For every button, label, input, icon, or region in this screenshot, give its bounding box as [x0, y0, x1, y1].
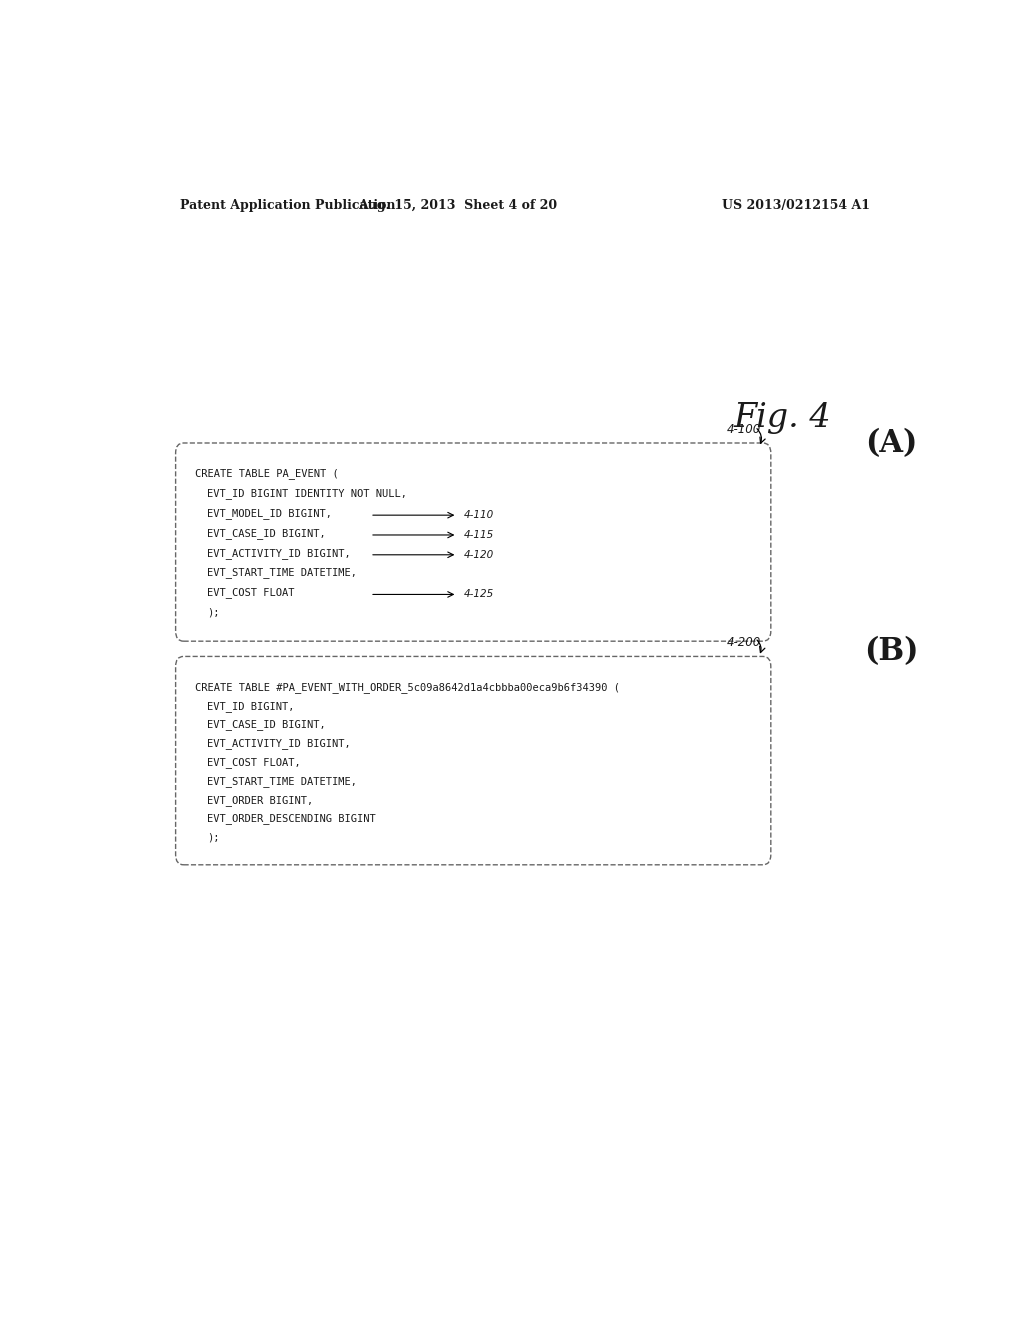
Text: (A): (A)	[865, 428, 918, 459]
FancyBboxPatch shape	[176, 444, 771, 642]
Text: );: );	[207, 833, 220, 842]
Text: Patent Application Publication: Patent Application Publication	[179, 199, 395, 213]
Text: Aug. 15, 2013  Sheet 4 of 20: Aug. 15, 2013 Sheet 4 of 20	[357, 199, 557, 213]
Text: 4-110: 4-110	[464, 510, 494, 520]
Text: 4-100: 4-100	[727, 422, 762, 436]
Text: EVT_START_TIME DATETIME,: EVT_START_TIME DATETIME,	[207, 568, 357, 578]
Text: EVT_CASE_ID BIGINT,: EVT_CASE_ID BIGINT,	[207, 719, 326, 730]
Text: EVT_CASE_ID BIGINT,: EVT_CASE_ID BIGINT,	[207, 528, 326, 539]
Text: EVT_COST FLOAT: EVT_COST FLOAT	[207, 587, 295, 598]
Text: CREATE TABLE PA_EVENT (: CREATE TABLE PA_EVENT (	[196, 469, 339, 479]
Text: EVT_ID BIGINT,: EVT_ID BIGINT,	[207, 701, 295, 711]
Text: 4-125: 4-125	[464, 590, 494, 599]
Text: 4-200: 4-200	[727, 636, 762, 649]
Text: EVT_START_TIME DATETIME,: EVT_START_TIME DATETIME,	[207, 776, 357, 787]
FancyBboxPatch shape	[176, 656, 771, 865]
Text: (B): (B)	[864, 636, 919, 667]
Text: US 2013/0212154 A1: US 2013/0212154 A1	[722, 199, 870, 213]
Text: 4-120: 4-120	[464, 550, 494, 560]
Text: EVT_ACTIVITY_ID BIGINT,: EVT_ACTIVITY_ID BIGINT,	[207, 548, 351, 558]
Text: CREATE TABLE #PA_EVENT_WITH_ORDER_5c09a8642d1a4cbbba00eca9b6f34390 (: CREATE TABLE #PA_EVENT_WITH_ORDER_5c09a8…	[196, 682, 621, 693]
Text: EVT_ACTIVITY_ID BIGINT,: EVT_ACTIVITY_ID BIGINT,	[207, 738, 351, 750]
Text: EVT_ORDER BIGINT,: EVT_ORDER BIGINT,	[207, 795, 313, 805]
Text: EVT_COST FLOAT,: EVT_COST FLOAT,	[207, 758, 301, 768]
Text: EVT_ORDER_DESCENDING BIGINT: EVT_ORDER_DESCENDING BIGINT	[207, 813, 376, 825]
Text: );: );	[207, 607, 220, 618]
Text: EVT_MODEL_ID BIGINT,: EVT_MODEL_ID BIGINT,	[207, 508, 333, 519]
Text: 4-115: 4-115	[464, 529, 494, 540]
Text: EVT_ID BIGINT IDENTITY NOT NULL,: EVT_ID BIGINT IDENTITY NOT NULL,	[207, 488, 408, 499]
Text: Fig. 4: Fig. 4	[734, 403, 831, 434]
